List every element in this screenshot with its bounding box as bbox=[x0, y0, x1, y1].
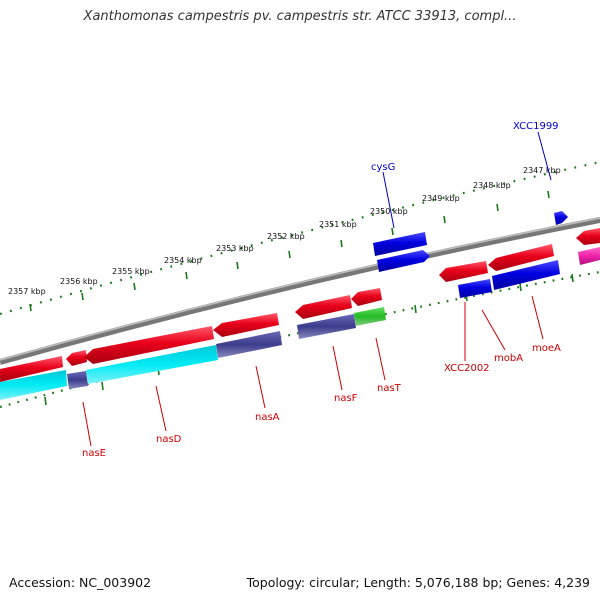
gene-label-XCC2002: XCC2002 bbox=[444, 363, 490, 374]
accession-text: Accession: NC_003902 bbox=[9, 575, 152, 590]
genome-summary-text: Topology: circular; Length: 5,076,188 bp… bbox=[246, 575, 590, 590]
kbp-label: 2351 kbp bbox=[319, 220, 357, 229]
gene-arrow bbox=[84, 326, 214, 364]
lower-gene-row bbox=[0, 247, 600, 400]
gene-arrow bbox=[66, 350, 87, 366]
map-title: Xanthomonas campestris pv. campestris st… bbox=[83, 9, 517, 24]
kbp-label: 2353 kbp bbox=[216, 244, 254, 253]
kbp-label: 2348 kbp bbox=[473, 181, 511, 190]
gene-label-cysG: cysG bbox=[371, 162, 395, 173]
gene-block bbox=[354, 307, 386, 326]
gene-labels: nasE nasD nasA nasF nasT XCC2002 mobA mo… bbox=[82, 121, 561, 459]
gene-block bbox=[216, 331, 282, 358]
gene-block bbox=[458, 279, 492, 298]
inner-major-ticks bbox=[44, 273, 574, 406]
gene-label-nasE: nasE bbox=[82, 448, 106, 459]
kbp-label: 2347 kbp bbox=[523, 166, 561, 175]
gene-label-XCC1999: XCC1999 bbox=[513, 121, 559, 132]
gene-block bbox=[0, 370, 67, 400]
gene-arrow bbox=[576, 228, 600, 245]
gene-arrow bbox=[295, 295, 352, 319]
gene-block bbox=[86, 345, 218, 384]
gene-block bbox=[297, 314, 356, 339]
gene-label-moeA: moeA bbox=[532, 343, 561, 354]
kbp-label: 2355 kbp bbox=[112, 267, 150, 276]
gene-label-nasA: nasA bbox=[255, 412, 280, 423]
gene-arrow bbox=[554, 211, 568, 225]
kbp-label: 2356 kbp bbox=[60, 277, 98, 286]
gene-block bbox=[492, 260, 560, 290]
forward-strand-genes bbox=[373, 211, 568, 272]
gene-arrow bbox=[0, 356, 63, 382]
reverse-strand-genes bbox=[0, 228, 600, 382]
gene-label-nasT: nasT bbox=[377, 383, 402, 394]
gene-label-nasF: nasF bbox=[334, 393, 358, 404]
gene-block bbox=[578, 247, 600, 265]
kbp-label: 2350 kbp bbox=[370, 207, 408, 216]
genome-backbone bbox=[0, 217, 600, 365]
kbp-label: 2357 kbp bbox=[8, 287, 46, 296]
gene-arrow bbox=[488, 244, 554, 271]
gene-arrow bbox=[351, 288, 382, 306]
gene-arrow bbox=[377, 250, 430, 272]
gene-arrow bbox=[213, 313, 279, 337]
gene-label-nasD: nasD bbox=[156, 434, 182, 445]
gene-label-mobA: mobA bbox=[494, 353, 523, 364]
kbp-labels: 2357 kbp 2356 kbp 2355 kbp 2354 kbp 2353… bbox=[8, 166, 561, 296]
kbp-label: 2349 kbp bbox=[422, 194, 460, 203]
gene-block bbox=[67, 371, 88, 389]
outer-major-ticks bbox=[29, 190, 550, 312]
label-leaders bbox=[82, 131, 552, 447]
kbp-label: 2354 kbp bbox=[164, 256, 202, 265]
gene-arrow bbox=[373, 232, 427, 256]
gene-arrow bbox=[439, 261, 488, 282]
kbp-label: 2352 kbp bbox=[267, 232, 305, 241]
